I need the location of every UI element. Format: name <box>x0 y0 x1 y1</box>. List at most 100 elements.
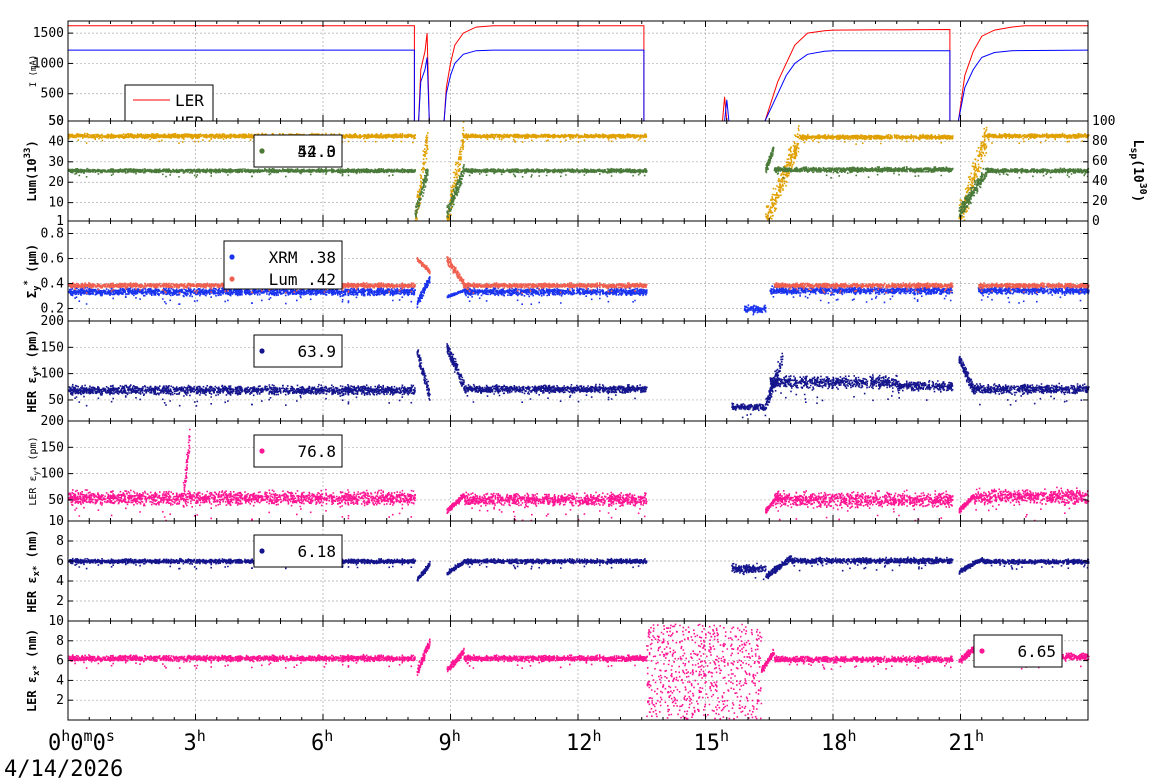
y-tick-label: 10 <box>48 514 64 529</box>
legend-marker <box>259 548 265 554</box>
legend-marker <box>229 254 235 260</box>
legend-label: 76.8 <box>297 442 336 461</box>
horizontal-gridlines <box>68 346 1088 401</box>
y-tick-label: 2 <box>56 594 64 609</box>
legend-marker <box>229 276 235 282</box>
x-tick-label: 0h0m0s <box>48 727 115 756</box>
legend-sigma: XRM .38 Lum .42 <box>223 240 343 290</box>
y-tick-label: 1 <box>56 214 64 229</box>
y-tick-label: 0.6 <box>41 252 64 267</box>
series-line-her <box>68 49 1089 122</box>
y-axis-label: I (mA) <box>29 55 39 88</box>
series-points-54.3 <box>68 121 1090 223</box>
y-tick-label: 0.2 <box>41 302 64 317</box>
legend-box <box>253 334 343 368</box>
y2-tick-label: 20 <box>1092 194 1108 209</box>
y2-tick-labels: 0 20 40 60 80 100 <box>1092 114 1115 229</box>
legend-marker <box>259 348 265 354</box>
x-ticks <box>67 121 1089 221</box>
y-tick-label: 150 <box>41 440 64 455</box>
legend-ler_ey: 76.8 <box>253 434 343 468</box>
y-tick-label: 10 <box>48 196 64 211</box>
date-label: 4/14/2026 <box>4 757 123 782</box>
legend-label: LER <box>175 91 204 110</box>
x-ticks <box>67 621 1089 720</box>
legend-label: 63.9 <box>297 342 336 361</box>
legend-box <box>973 634 1063 668</box>
y2-tick-label: 100 <box>1092 114 1115 129</box>
y-tick-label: 0.4 <box>41 277 65 292</box>
y2-tick-label: 40 <box>1092 174 1108 189</box>
y-tick-label: 50 <box>48 114 64 129</box>
x-tick-label: 9h <box>439 727 461 756</box>
series-group-lumi <box>68 121 1090 223</box>
y-tick-labels: 10 50 100 150 200 <box>41 414 1088 529</box>
panel-her_ex: 2 4 6 8 HER εx* (nm) 6.18 <box>25 520 1090 622</box>
legend-marker <box>979 648 985 654</box>
y-tick-label: 20 <box>48 175 64 190</box>
legend-her_ex: 6.18 <box>253 534 343 568</box>
vertical-gridlines <box>195 21 961 121</box>
y-tick-label: 0.8 <box>41 227 64 242</box>
legend-label: 6.65 <box>1017 642 1056 661</box>
y-tick-label: 50 <box>48 114 64 129</box>
y2-tick-label: 80 <box>1092 134 1108 149</box>
legend-box <box>253 534 343 568</box>
legend-box <box>253 134 343 168</box>
x-tick-labels: 0h0m0s 3h 6h 9h 12h 15h 18h 21h <box>48 727 984 756</box>
legend-lumi: 54.342.0 <box>253 134 343 168</box>
legend-ler_ex: 6.65 <box>973 634 1063 668</box>
y-tick-label: 50 <box>48 493 64 508</box>
y-tick-label: 4 <box>56 574 64 589</box>
y-tick-labels: 50 100 150 200 <box>41 314 1088 408</box>
y-tick-label: 150 <box>41 340 64 355</box>
y-tick-label: 50 <box>48 393 64 408</box>
y-tick-label: 40 <box>48 134 64 149</box>
y-axis-label: LER εy* (pm) <box>28 436 41 505</box>
legend-box <box>253 434 343 468</box>
horizontal-gridlines <box>68 32 1088 95</box>
y-tick-label: 10 <box>48 614 64 629</box>
y-axis-label: LER εx* (nm) <box>25 629 42 712</box>
x-tick-label: 21h <box>949 727 985 756</box>
series-group-current <box>68 25 1089 122</box>
y-tick-label: 2 <box>56 693 64 708</box>
legend-her_ey: 63.9 <box>253 334 343 368</box>
x-tick-label: 3h <box>184 727 206 756</box>
legend-marker <box>259 148 265 154</box>
legend-marker <box>259 448 265 454</box>
y-axis-label: Σy* (μm) <box>23 244 42 298</box>
y-axis-label: HER εy* (pm) <box>25 329 42 412</box>
legend-label: 42.0 <box>297 142 336 161</box>
x-tick-label: 15h <box>694 727 730 756</box>
legend-box <box>223 240 343 290</box>
y-tick-label: 30 <box>48 155 64 170</box>
y-tick-labels: 2 4 6 8 <box>56 534 1088 609</box>
panel-ler_ex: 2 4 6 8 10 LER εx* (nm) 6.65 <box>25 614 1090 721</box>
series-group-her_ey <box>68 343 1090 419</box>
legend-label: 6.18 <box>297 542 336 561</box>
legend-label: 54.3 <box>297 142 336 161</box>
y-tick-label: 1000 <box>33 56 64 71</box>
y-tick-label: 200 <box>41 314 64 329</box>
y2-tick-label: 60 <box>1092 154 1108 169</box>
y-tick-labels: 2 4 6 8 10 <box>48 614 1088 708</box>
x-tick-label: 6h <box>311 727 333 756</box>
y-tick-label: 100 <box>41 367 64 382</box>
y-tick-label: 4 <box>56 673 64 688</box>
x-tick-label: 18h <box>821 727 857 756</box>
x-tick-label: 12h <box>566 727 602 756</box>
y-tick-label: 500 <box>41 87 64 102</box>
y-tick-label: 6 <box>56 654 64 669</box>
y-tick-label: 1500 <box>33 26 64 41</box>
legend-label: XRM .38 <box>269 248 336 267</box>
vertical-gridlines <box>195 621 961 720</box>
panel-lumi: 1 10 20 30 40 50 Lum(1033) 0 20 40 60 80 100 Lsp(1030… <box>23 114 1148 229</box>
y2-axis-label: Lsp(1030) <box>1128 140 1148 203</box>
y-tick-labels: 1 10 20 30 40 50 <box>48 114 1088 229</box>
